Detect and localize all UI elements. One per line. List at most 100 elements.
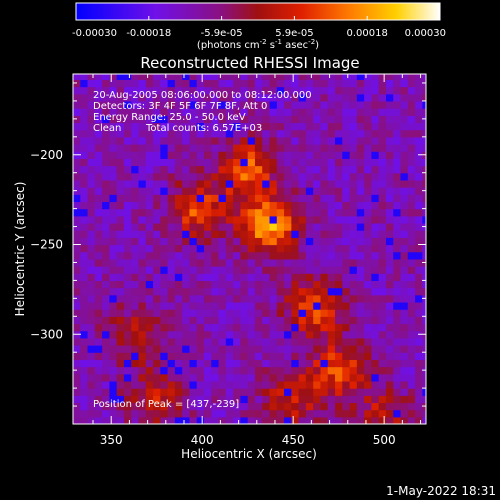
heatmap-cell — [305, 409, 314, 418]
heatmap-cell — [240, 151, 249, 159]
heatmap-cell — [385, 309, 394, 317]
heatmap-cell — [407, 416, 416, 424]
heatmap-cell — [87, 316, 96, 325]
heatmap-cell — [94, 222, 103, 231]
heatmap-cell — [131, 251, 140, 260]
heatmap-cell — [327, 179, 336, 188]
heatmap-cell — [196, 79, 205, 88]
heatmap-cell — [393, 208, 402, 217]
heatmap-cell — [356, 222, 365, 231]
heatmap-cell — [364, 144, 373, 152]
heatmap-cell — [407, 115, 416, 124]
heatmap-cell — [102, 380, 110, 389]
heatmap-cell — [109, 266, 118, 274]
heatmap-cell — [94, 395, 103, 404]
heatmap-cell — [298, 373, 307, 382]
heatmap-cell — [233, 179, 242, 188]
heatmap-cell — [407, 395, 416, 404]
heatmap-cell — [109, 151, 118, 159]
heatmap-cell — [407, 316, 416, 325]
heatmap-cell — [167, 144, 176, 152]
heatmap-cell — [284, 201, 292, 210]
heatmap-cell — [167, 266, 176, 274]
heatmap-cell — [276, 266, 285, 274]
heatmap-cell — [218, 158, 227, 167]
heatmap-cell — [196, 416, 205, 424]
heatmap-cell — [269, 330, 278, 339]
heatmap-cell — [305, 201, 314, 210]
heatmap-cell — [123, 108, 132, 116]
heatmap-cell — [182, 108, 191, 116]
heatmap-cell — [305, 352, 314, 360]
heatmap-cell — [225, 366, 234, 375]
heatmap-cell — [94, 373, 103, 382]
heatmap-cell — [298, 316, 307, 325]
heatmap-cell — [109, 208, 118, 217]
heatmap-cell — [422, 122, 426, 131]
heatmap-cell — [196, 108, 205, 116]
heatmap-cell — [138, 359, 147, 368]
heatmap-cell — [349, 194, 358, 203]
heatmap-cell — [123, 237, 132, 246]
heatmap-cell — [116, 316, 125, 325]
heatmap-cell — [371, 402, 380, 411]
heatmap-cell — [349, 79, 358, 88]
heatmap-cell — [291, 244, 300, 253]
heatmap-cell — [284, 366, 292, 375]
heatmap-cell — [87, 287, 96, 296]
heatmap-cell — [335, 136, 343, 145]
heatmap-cell — [393, 251, 402, 260]
heatmap-cell — [109, 74, 118, 80]
heatmap-cell — [313, 187, 322, 195]
heatmap-cell — [211, 251, 220, 260]
heatmap-cell — [204, 194, 212, 203]
heatmap-cell — [138, 100, 147, 109]
heatmap-cell — [189, 402, 198, 411]
heatmap-cell — [356, 215, 365, 224]
heatmap-cell — [218, 129, 227, 138]
heatmap-cell — [415, 129, 423, 138]
heatmap-cell — [80, 244, 89, 253]
heatmap-cell — [218, 294, 227, 303]
heatmap-cell — [233, 93, 242, 102]
heatmap-cell — [87, 172, 96, 181]
heatmap-cell — [407, 330, 416, 339]
heatmap-cell — [385, 165, 394, 174]
heatmap-cell — [131, 366, 140, 375]
heatmap-cell — [422, 266, 426, 274]
heatmap-cell — [400, 273, 409, 282]
heatmap-cell — [393, 244, 402, 253]
heatmap-cell — [284, 93, 292, 102]
heatmap-cell — [109, 330, 118, 339]
heatmap-cell — [145, 380, 154, 389]
heatmap-cell — [87, 144, 96, 152]
heatmap-cell — [407, 222, 416, 231]
heatmap-cell — [349, 251, 358, 260]
heatmap-cell — [225, 93, 234, 102]
heatmap-cell — [254, 86, 263, 95]
heatmap-cell — [276, 352, 285, 360]
heatmap-cell — [327, 366, 336, 375]
heatmap-cell — [335, 380, 343, 389]
heatmap-cell — [225, 330, 234, 339]
heatmap-cell — [342, 100, 351, 109]
heatmap-cell — [87, 258, 96, 267]
heatmap-cell — [247, 144, 256, 152]
heatmap-cell — [407, 380, 416, 389]
heatmap-cell — [407, 323, 416, 332]
heatmap-cell — [167, 416, 176, 424]
heatmap-cell — [87, 301, 96, 310]
heatmap-cell — [378, 352, 387, 360]
heatmap-cell — [291, 359, 300, 368]
heatmap-cell — [335, 373, 343, 382]
y-tick-label: −250 — [30, 238, 63, 252]
heatmap-cell — [204, 380, 212, 389]
heatmap-cell — [269, 316, 278, 325]
heatmap-cell — [393, 388, 402, 396]
heatmap-cell — [400, 79, 409, 88]
heatmap-cell — [94, 151, 103, 159]
heatmap-cell — [153, 287, 161, 296]
heatmap-cell — [356, 187, 365, 195]
heatmap-cell — [174, 316, 183, 325]
